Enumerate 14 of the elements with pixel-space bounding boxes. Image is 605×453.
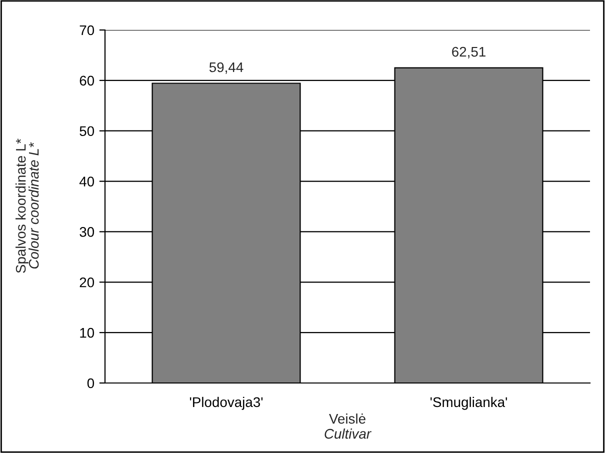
y-tick-label: 40 [79, 176, 94, 186]
x-tick-label: 'Plodovaja3' [190, 396, 263, 410]
y-tick-label: 10 [80, 328, 94, 338]
x-tick-label: 'Smuglianka' [430, 396, 507, 410]
data-label: 62,51 [452, 46, 486, 58]
y-tick-label: 0 [87, 378, 94, 388]
y-tick-label: 20 [80, 277, 94, 288]
x-axis-title: Veislė Cultivar [324, 414, 372, 439]
y-tick-label: 70 [80, 25, 94, 36]
y-tick-label: 60 [80, 76, 94, 86]
y-axis-title: Spalvos koordinate L* Colour coordinate L* [16, 138, 39, 273]
data-label: 59,44 [209, 62, 244, 74]
y-tick-label: 30 [80, 227, 94, 237]
y-tick-label: 50 [80, 126, 94, 136]
